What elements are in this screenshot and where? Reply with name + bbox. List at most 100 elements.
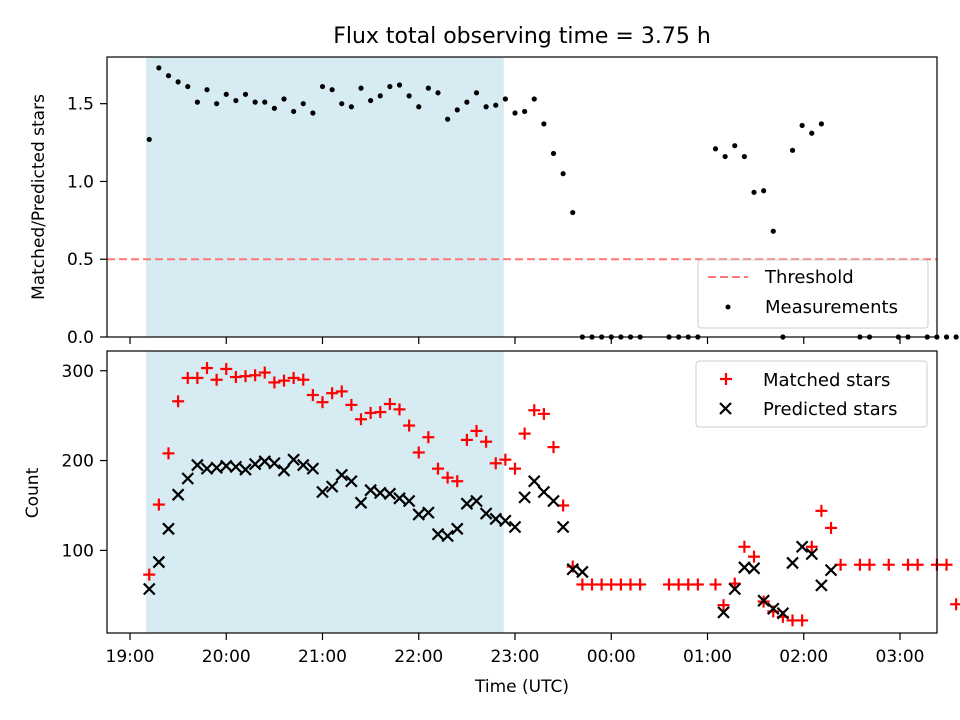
- matched-point: [480, 435, 493, 448]
- x-tick-label: 20:00: [202, 647, 251, 667]
- matched-point: [422, 431, 435, 444]
- predicted-point: [441, 529, 454, 543]
- matched-point: [172, 395, 185, 408]
- measurement-point: [185, 83, 191, 90]
- measurement-point: [454, 107, 460, 113]
- measurement-point: [818, 121, 824, 127]
- matched-point: [297, 373, 310, 386]
- matched-point: [863, 558, 876, 571]
- measurement-point: [252, 99, 258, 105]
- measurement-point: [156, 65, 162, 71]
- measurement-point: [799, 122, 805, 129]
- bottom-y-tick-label: 300: [62, 362, 94, 382]
- predicted-point: [566, 562, 580, 576]
- predicted-point: [287, 453, 300, 466]
- x-tick-label: 02:00: [779, 647, 828, 667]
- matched-point: [825, 521, 838, 534]
- predicted-point: [508, 520, 522, 534]
- matched-point: [691, 578, 704, 591]
- predicted-point: [142, 582, 156, 596]
- x-tick-label: 21:00: [298, 647, 347, 667]
- measurement-point: [741, 153, 747, 160]
- measurement-point: [570, 209, 576, 216]
- top-shaded-region: [146, 57, 504, 337]
- count-points: [142, 362, 960, 627]
- bottom-shaded-region: [146, 351, 504, 633]
- measurement-point: [242, 91, 249, 97]
- matched-point: [950, 598, 960, 611]
- x-tick-label: 19:00: [106, 647, 155, 667]
- predicted-point: [470, 494, 483, 508]
- matched-point: [374, 406, 387, 419]
- matched-point: [717, 599, 730, 612]
- predicted-point: [728, 582, 742, 596]
- measurement-point: [358, 85, 364, 91]
- predicted-point: [795, 540, 809, 554]
- measurement-point: [483, 104, 489, 110]
- top-legend: Threshold Measurements: [697, 259, 929, 329]
- predicted-point: [181, 472, 195, 485]
- predicted-point: [354, 496, 368, 510]
- predicted-point: [556, 520, 570, 534]
- predicted-point: [824, 563, 838, 577]
- matched-point: [383, 397, 396, 410]
- predicted-point: [479, 507, 493, 520]
- top-plot-frame: [106, 56, 938, 338]
- predicted-point: [537, 485, 551, 499]
- legend-matched-swatch: [720, 373, 732, 385]
- top-legend-box: [697, 259, 929, 329]
- measurement-point: [493, 102, 499, 108]
- measurement-point: [502, 96, 508, 102]
- matched-point: [143, 568, 156, 581]
- matched-point: [191, 371, 204, 384]
- measurement-point: [377, 93, 383, 99]
- predicted-point: [422, 506, 435, 519]
- matched-point: [634, 578, 647, 591]
- predicted-point: [431, 527, 445, 541]
- measurement-point: [722, 153, 728, 160]
- measurement-points: [146, 65, 959, 340]
- matched-point: [709, 578, 722, 591]
- matched-point: [249, 369, 262, 382]
- matched-point: [412, 446, 425, 459]
- matched-point: [518, 427, 531, 440]
- legend-measurements-label: Measurements: [765, 297, 898, 318]
- measurement-point: [291, 108, 297, 115]
- predicted-point: [345, 474, 358, 488]
- matched-point: [201, 362, 213, 375]
- matched-point: [796, 614, 809, 627]
- measurement-point: [165, 73, 172, 79]
- top-y-axis-ticks: 0.0 0.5 1.0 1.5: [67, 95, 107, 348]
- top-y-tick-label: 0.0: [67, 328, 94, 348]
- matched-point: [834, 558, 847, 571]
- matched-point: [805, 540, 818, 553]
- predicted-point: [489, 512, 503, 526]
- measurement-point: [310, 110, 316, 116]
- matched-point: [509, 462, 521, 475]
- measurement-point: [194, 99, 200, 105]
- measurement-point: [214, 101, 220, 107]
- measurement-point: [809, 130, 815, 136]
- predicted-point: [335, 468, 349, 482]
- measurement-point: [943, 334, 950, 340]
- predicted-point: [402, 494, 416, 508]
- bottom-legend-box: [695, 360, 928, 428]
- predicted-point: [306, 462, 320, 475]
- measurement-point: [425, 85, 431, 91]
- measurement-point: [262, 99, 268, 105]
- measurement-point: [531, 96, 537, 102]
- measurement-point: [712, 146, 719, 152]
- matched-point: [278, 374, 290, 387]
- matched-point: [537, 407, 550, 420]
- x-tick-label: 22:00: [394, 647, 443, 667]
- x-tick-label: 00:00: [587, 647, 636, 667]
- measurement-point: [146, 136, 152, 143]
- measurement-point: [223, 91, 229, 97]
- predicted-point: [383, 487, 397, 501]
- predicted-point: [229, 460, 243, 474]
- measurement-point: [473, 90, 480, 96]
- matched-point: [316, 396, 329, 409]
- predicted-point: [786, 556, 799, 570]
- x-axis-label: Time (UTC): [474, 677, 569, 697]
